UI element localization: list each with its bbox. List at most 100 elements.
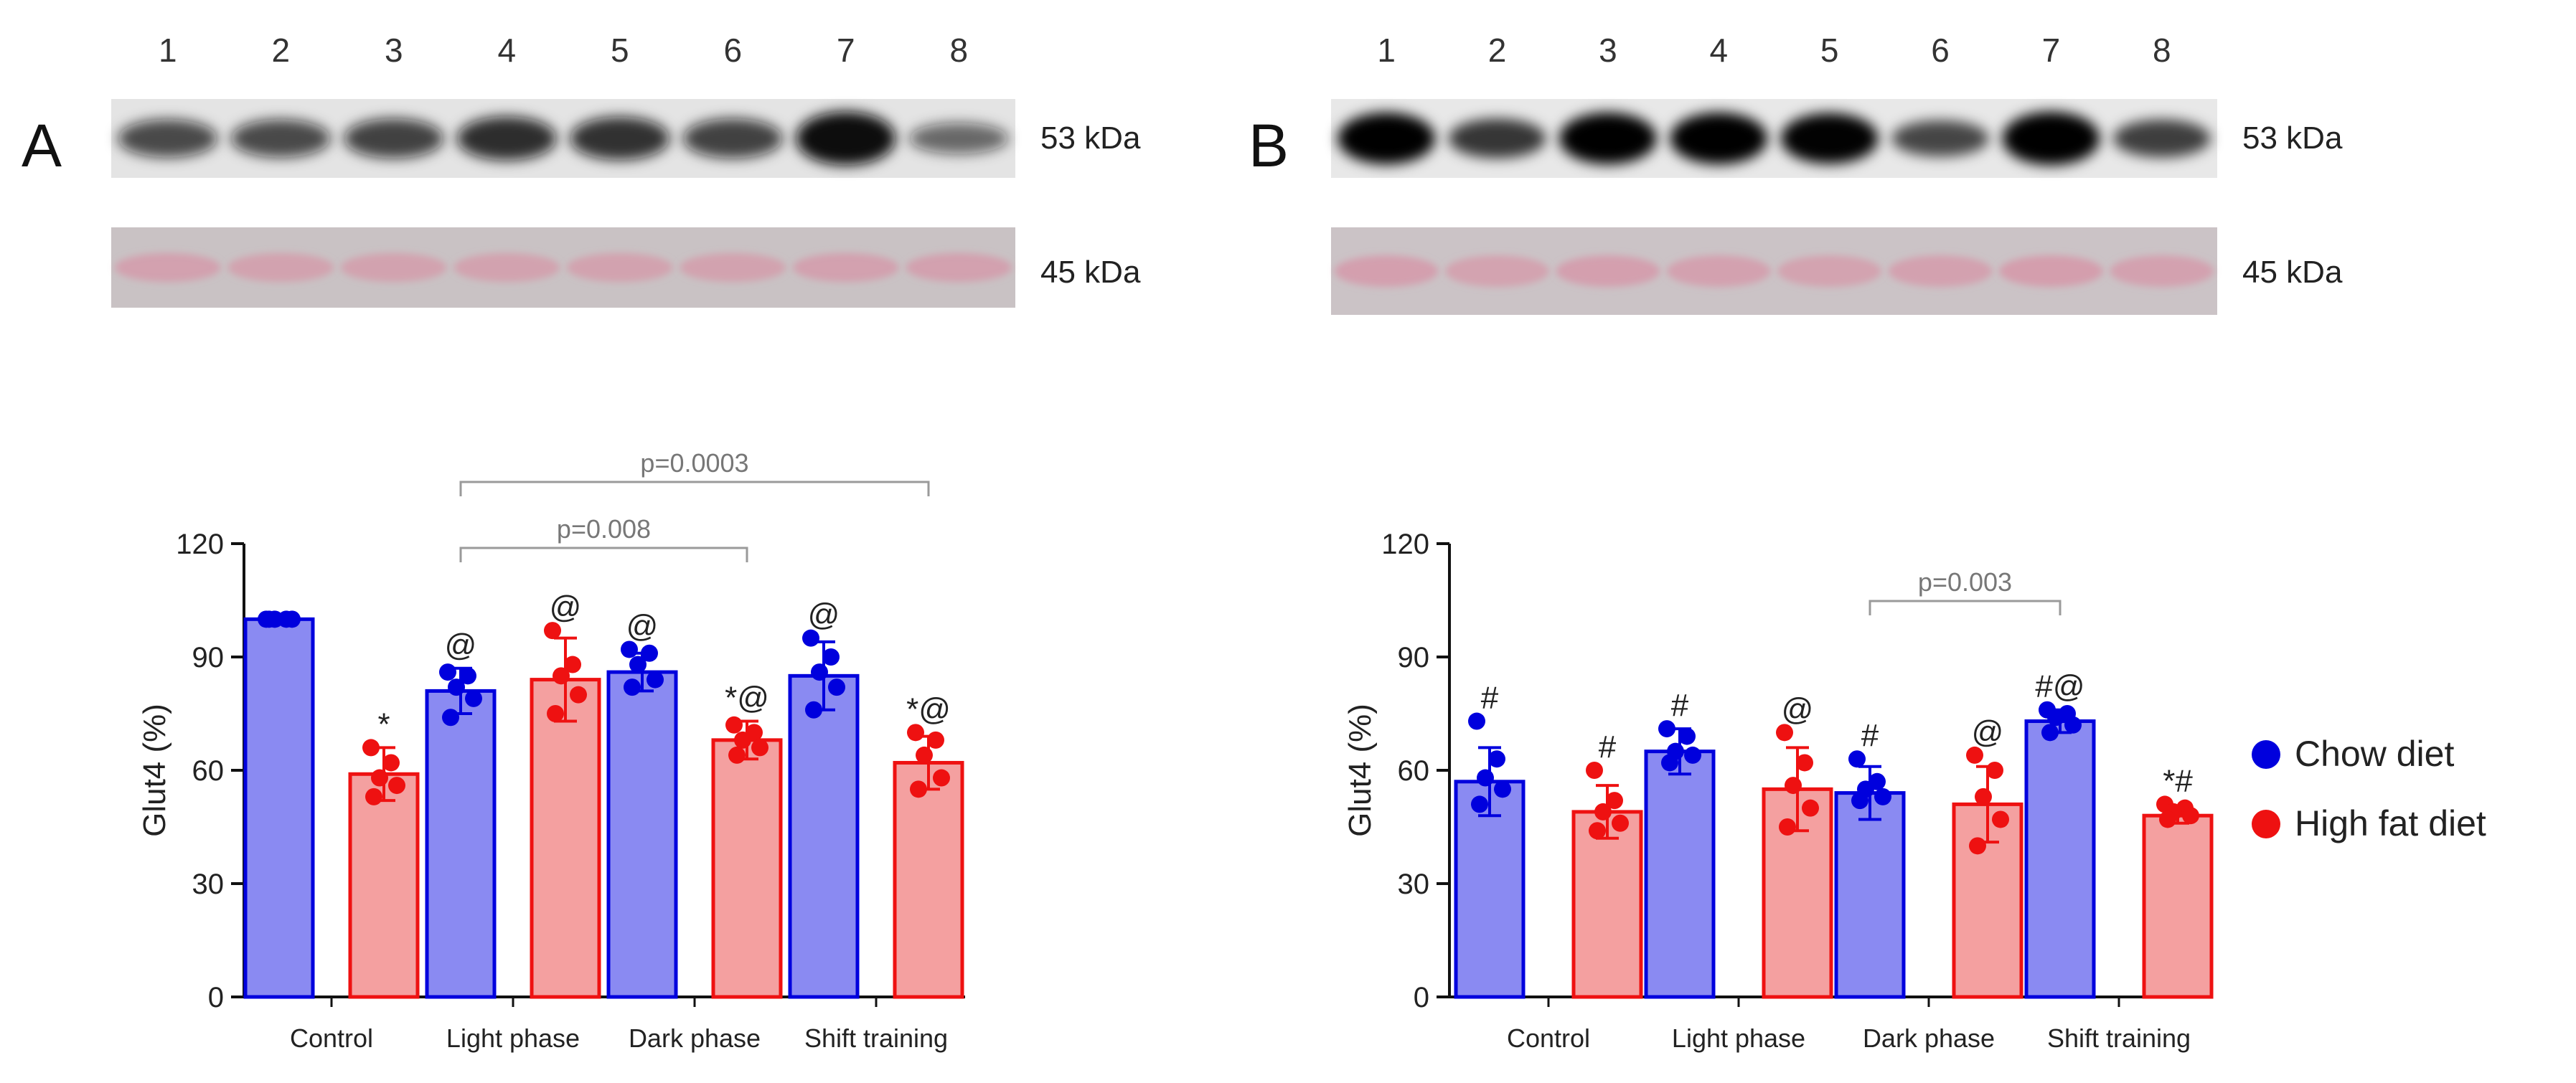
data-point [442,709,459,727]
lane-number: 1 [159,32,177,69]
blot-band-53kda [2002,111,2100,166]
blot-band-53kda [118,119,218,158]
significance-annotation: * [377,706,390,742]
significance-annotation: @ [1972,714,2004,749]
data-point [1986,762,2003,779]
blot-band-53kda [1780,113,1879,164]
panel-b-lane-numbers: 1 2 3 4 5 6 7 8 [1377,32,2171,69]
x-tick-label: Light phase [1672,1023,1805,1053]
blot-band-53kda [682,118,783,159]
significance-annotation: #@ [2035,669,2084,704]
bar-hfd [530,678,601,999]
blot-band-53kda [1670,112,1768,165]
blot-band-45kda [566,252,673,283]
significance-annotation: @ [808,597,840,633]
panel-a-blot-bottom-bands [114,252,1012,283]
p-value-label: p=0.0003 [640,448,748,478]
data-point [260,610,278,628]
y-tick-label: 0 [1414,982,1429,1013]
blot-band-45kda [227,252,334,283]
lane-number: 8 [949,32,968,69]
blot-band-53kda [1559,112,1657,165]
data-point [1586,762,1603,779]
significance-annotation: @ [1782,691,1814,727]
significance-annotation: *# [2163,763,2193,798]
y-tick-label: 0 [208,982,224,1013]
lane-number: 5 [1820,32,1839,69]
x-tick-label: Dark phase [629,1023,761,1053]
y-tick-label: 60 [192,755,225,787]
bar-chow [425,689,497,999]
blot-band-45kda [1334,255,1439,287]
data-point [1975,788,1992,805]
x-tick-label: Control [1507,1023,1590,1053]
data-point [283,610,301,628]
data-point [907,724,924,742]
significance-annotation: @ [626,608,659,643]
data-point [1661,754,1678,772]
data-point [1494,780,1511,798]
y-tick-label: 60 [1398,755,1430,787]
y-tick-label: 120 [1381,529,1429,560]
blot-band-53kda [1448,118,1546,159]
significance-bracket [1868,600,2062,615]
y-tick-label: 30 [1398,869,1430,900]
bar-chow [2024,719,2096,999]
blot-band-45kda [2110,255,2214,287]
bar-chow [243,617,315,999]
panel-b-blot-top-bands [1338,111,2211,166]
data-point [1779,818,1796,836]
blot-band-53kda [344,118,444,159]
data-point [388,777,405,795]
blot-band-53kda [908,123,1009,154]
data-point [439,663,456,681]
significance-bracket [459,547,748,562]
blot-band-45kda [1998,255,2103,287]
lane-number: 3 [1599,32,1617,69]
data-point [1488,750,1505,768]
x-tick-label: Dark phase [1863,1023,1995,1053]
panel-a-letter: A [22,112,62,179]
data-point [641,644,658,662]
data-point [2182,807,2199,825]
blot-band-45kda [680,252,786,283]
data-point [2041,724,2059,742]
data-point [1848,750,1866,768]
p-value-label: p=0.008 [557,514,651,544]
blot-band-53kda [230,119,331,158]
legend-item-chow: Chow diet [2252,734,2454,774]
data-point [916,746,933,764]
data-point [1851,792,1868,810]
data-point [621,640,638,658]
blot-band-45kda [453,252,560,283]
data-point [734,731,751,749]
data-point [1776,724,1793,742]
lane-number: 4 [497,32,516,69]
blot-band-53kda [2112,119,2211,158]
data-point [725,716,743,734]
data-point [570,686,587,704]
lane-number: 2 [1488,32,1507,69]
y-tick-label: 30 [192,869,225,900]
panel-b-53kda-label: 53 kDa [2242,120,2343,156]
data-point [553,667,570,685]
data-point [1785,777,1802,795]
data-point [1589,822,1606,840]
panel-a-blot-top-bands [118,111,1009,166]
data-point [1477,769,1494,787]
data-point [910,780,927,798]
significance-annotation: # [1861,718,1879,753]
bar-chow [1454,780,1526,999]
data-point [927,731,944,749]
blot-band-45kda [1777,255,1882,287]
data-point [2047,709,2064,727]
blot-band-45kda [792,252,899,283]
legend-hfd-label: High fat diet [2295,803,2486,843]
lane-number: 6 [1931,32,1950,69]
significance-annotation: # [1599,729,1617,765]
data-point [564,656,581,673]
panel-b-western-blot: B 1 2 3 4 5 6 7 8 53 kDa 45 kDa [1249,32,2343,315]
data-point [1606,792,1623,810]
lane-number: 3 [385,32,403,69]
blot-band-45kda [1445,255,1550,287]
